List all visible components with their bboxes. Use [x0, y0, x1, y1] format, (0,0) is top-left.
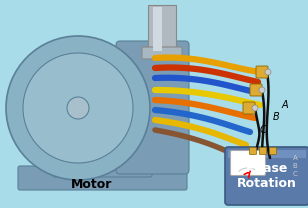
Circle shape — [67, 97, 89, 119]
Text: A: A — [282, 100, 289, 110]
FancyBboxPatch shape — [225, 147, 308, 205]
FancyBboxPatch shape — [116, 41, 189, 174]
FancyBboxPatch shape — [249, 147, 257, 155]
FancyBboxPatch shape — [270, 147, 277, 155]
FancyBboxPatch shape — [142, 47, 182, 59]
Text: C: C — [260, 125, 267, 135]
Circle shape — [259, 87, 265, 93]
Circle shape — [23, 53, 133, 163]
Circle shape — [6, 36, 150, 180]
FancyBboxPatch shape — [260, 147, 266, 155]
Polygon shape — [228, 150, 306, 158]
Bar — [148, 5, 176, 53]
Circle shape — [265, 69, 271, 75]
Text: A: A — [293, 155, 298, 161]
Bar — [153, 7, 162, 51]
FancyBboxPatch shape — [18, 166, 187, 190]
Text: Phase
Rotation: Phase Rotation — [237, 162, 297, 190]
FancyBboxPatch shape — [243, 102, 255, 114]
Text: C: C — [293, 171, 298, 177]
FancyBboxPatch shape — [53, 153, 152, 177]
Text: B: B — [273, 112, 280, 122]
FancyBboxPatch shape — [250, 84, 262, 96]
FancyBboxPatch shape — [230, 151, 265, 176]
FancyBboxPatch shape — [256, 66, 268, 78]
Circle shape — [252, 105, 258, 111]
Text: Motor: Motor — [71, 178, 113, 192]
Text: B: B — [293, 163, 298, 169]
